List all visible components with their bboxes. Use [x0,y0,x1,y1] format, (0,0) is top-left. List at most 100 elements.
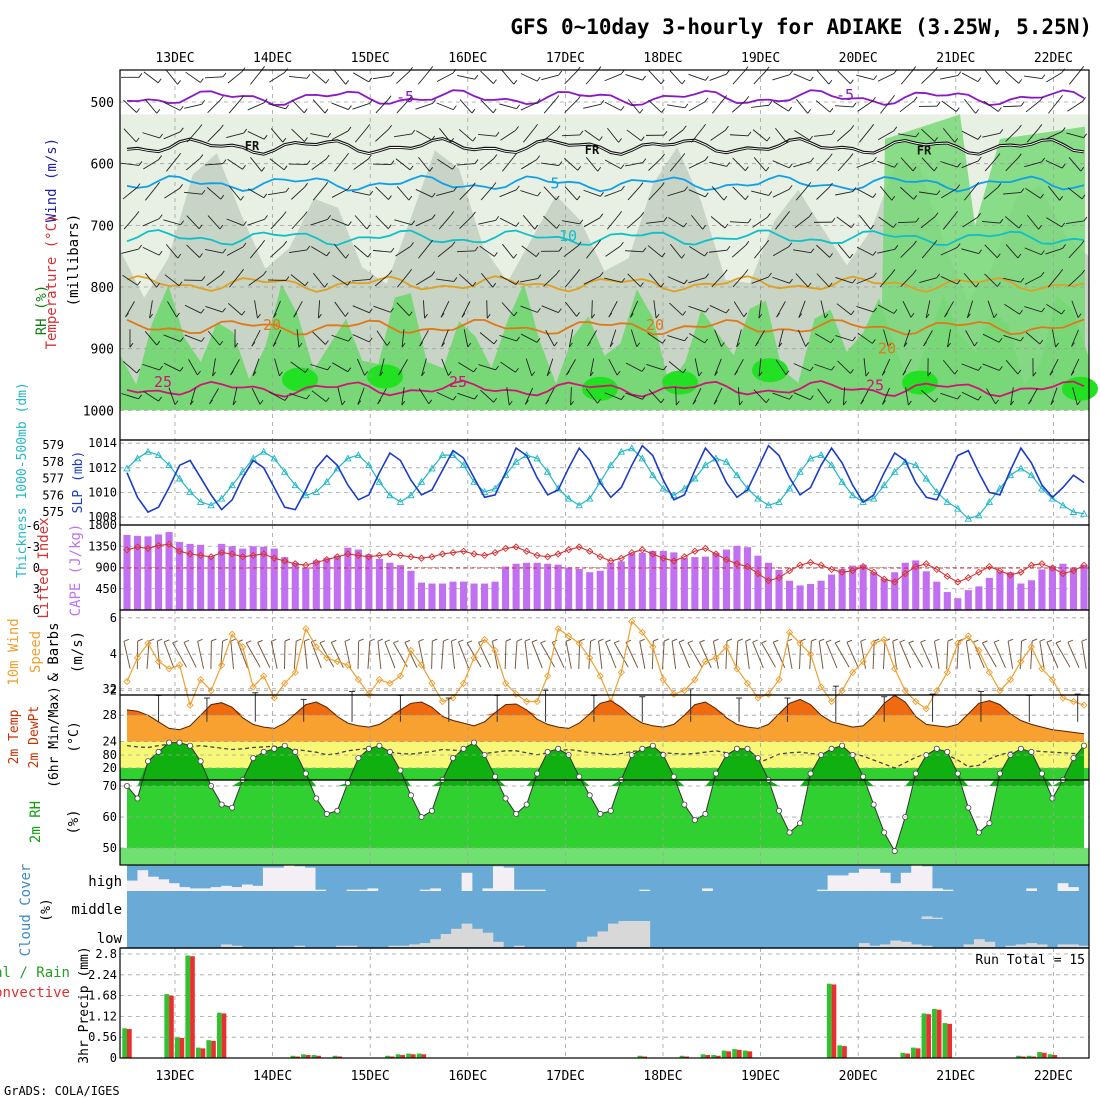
rh2-point [639,745,646,752]
thickness-point [1069,508,1078,515]
wind-barb [605,641,617,669]
lifted-index-point [859,562,867,571]
wind-barb [856,276,874,285]
cloud-bar [817,889,828,891]
wind-barb [688,305,706,313]
top-date-label: 17DEC [546,51,585,66]
rh2-point [776,807,783,814]
wind-barb [311,390,327,403]
wind-barb [240,268,244,274]
wind-barb [564,273,578,288]
y-axis-label: 3hr Precip (mm) [77,946,92,1063]
thickness-point [217,494,226,502]
wind-barb [675,387,677,406]
wind-barb [942,128,956,143]
wind-barb [655,313,660,319]
wind-barb [849,253,854,259]
rh2-point [471,739,478,746]
wind-barb [747,131,752,137]
wind-barb [472,281,477,287]
wind-barb [725,308,730,314]
wind-barb [228,99,242,114]
wind-barb [714,329,722,347]
wind-barb [1049,370,1054,376]
rh2-point [355,755,362,762]
cloud-bar [513,945,525,947]
wind-barb [627,186,641,201]
wind-speed-point [533,697,541,706]
wind-barb [270,215,284,230]
wind-barb [902,358,912,376]
wind-barb [296,329,300,348]
wind-barb [671,641,677,669]
thickness-point [764,501,773,509]
wind-barb [341,400,346,406]
isotherm-label: 25 [154,373,172,391]
wind-barb [450,641,456,669]
wind-barb [829,253,833,258]
wind-barb [940,75,958,80]
wind-barb [936,273,941,279]
thickness-point [975,511,983,519]
wind-barb [304,182,308,188]
wind-barb [408,311,413,316]
wind-barb [1059,196,1063,201]
wind-barb [647,245,663,258]
wind-barb [1040,193,1044,199]
wind-speed-point [386,679,394,687]
rh2-point [586,792,593,799]
wind-barb [163,219,181,226]
wind-barb [1046,217,1062,228]
wind-barb [1018,79,1023,84]
wind-speed-point [806,650,815,658]
cloud-bar [513,889,525,891]
wind-barb [682,368,687,374]
lifted-index-point [207,553,215,561]
wind-barb [604,189,622,197]
wind-barb [251,341,256,347]
wind-barb [872,272,877,278]
wind-barb [1039,638,1046,642]
wind-barb [478,364,496,371]
wind-barb [758,300,762,319]
wind-barb [493,339,498,345]
wind-barb [761,640,767,644]
wind-barb [793,249,811,254]
cape-bar [533,562,541,610]
wind-speed-point [501,679,510,687]
wind-barb [121,248,139,254]
wind-barb [516,336,520,342]
cape-bar [891,572,899,610]
wind-barb [429,167,433,172]
wind-barb [545,399,550,405]
rh2-point [860,773,867,780]
wind-barb [1072,387,1078,405]
wind-barb [226,132,244,138]
wind-barb [1047,273,1061,288]
wind-barb [421,358,427,376]
wind-barb [331,362,349,373]
wind-barb [397,272,409,288]
wind-barb [431,135,436,141]
wind-barb [440,313,445,318]
wind-barb [459,273,473,287]
wind-barb [775,214,787,230]
thickness-point [754,494,762,502]
wind-barb [441,342,446,347]
wind-barb [186,244,200,258]
wind-barb [436,391,454,401]
wind-barb [220,95,224,101]
wind-barb [313,272,325,288]
wind-speed-point [827,697,836,706]
y-axis-label: Thickness 1000-500mb (dm) [15,382,30,578]
wind-barb [1007,641,1014,669]
wind-barb [499,103,517,110]
wind-barb [747,218,752,224]
wind-barb [176,312,180,318]
thickness-point [228,481,236,489]
cape-bar [333,555,341,610]
lifted-index-point [165,540,173,548]
precip-convective-bar [947,1023,952,1058]
wind-barb [379,358,385,377]
